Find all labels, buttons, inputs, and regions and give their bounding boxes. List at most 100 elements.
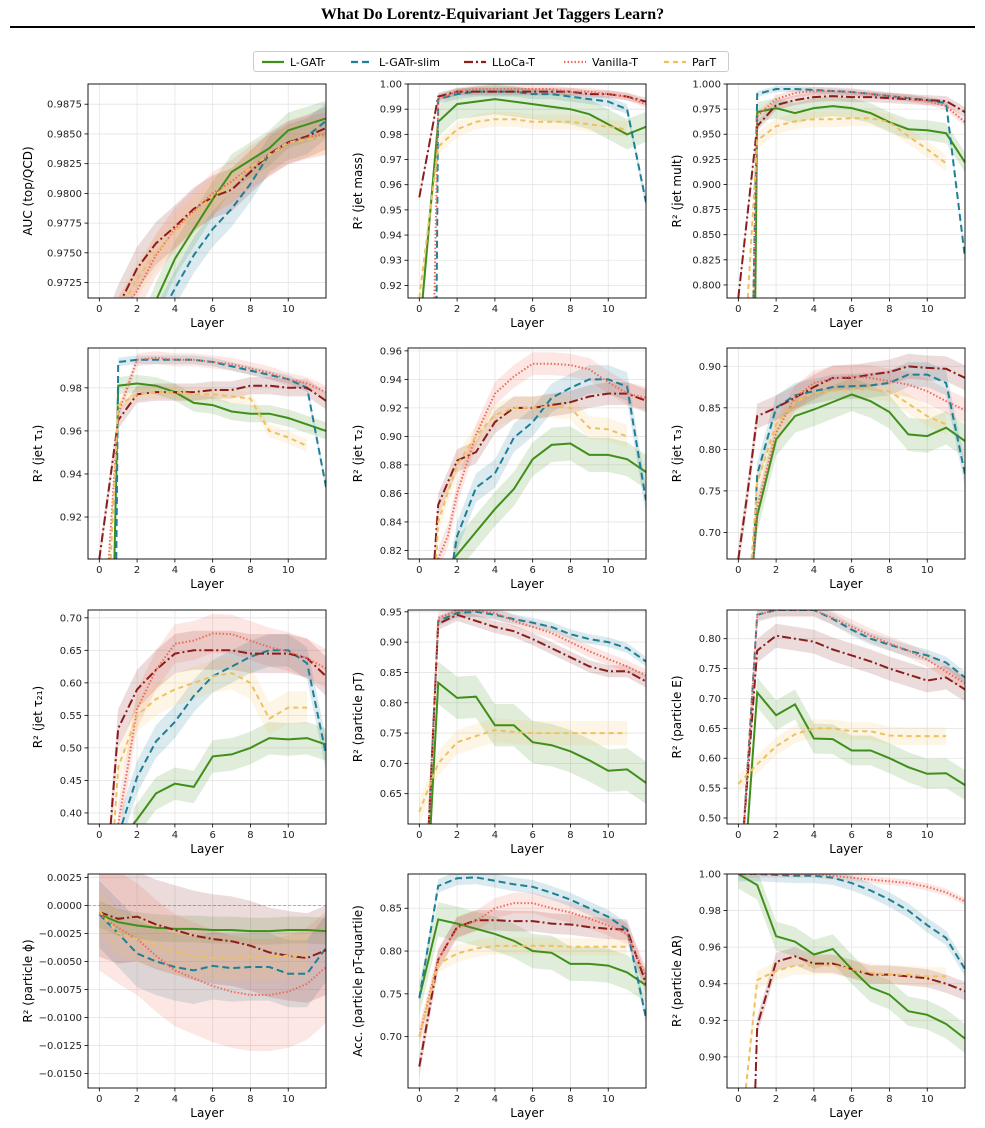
series-band: [99, 888, 308, 981]
y-tick-label: 0.92: [699, 1016, 721, 1027]
series-line: [433, 392, 646, 559]
plot-area: [109, 613, 326, 824]
plot-frame: [87, 873, 327, 1089]
x-tick-label: 6: [848, 565, 854, 576]
plot-area: [737, 353, 965, 559]
x-tick-label: 10: [282, 830, 295, 841]
x-tick-label: 2: [454, 304, 460, 315]
x-tick-label: 4: [811, 1094, 817, 1105]
series-line: [132, 737, 326, 824]
series-line: [433, 88, 646, 298]
y-axis-label: R² (particle ΔR): [670, 935, 684, 1027]
y-tick-label: 1.00: [699, 870, 721, 881]
y-axis-label: R² (jet τ₂₁): [31, 686, 45, 748]
series-band: [753, 87, 965, 298]
legend-label: L-GATr-slim: [379, 56, 440, 69]
series-band: [99, 880, 326, 1008]
plot-area: [737, 86, 965, 298]
plot-frame: [407, 347, 647, 560]
y-tick-label: −0.0050: [39, 957, 82, 968]
y-tick-label: 0.94: [380, 375, 402, 386]
series-line: [418, 919, 646, 1067]
plot-area: [433, 352, 646, 559]
y-tick-label: 0.70: [699, 528, 721, 539]
y-tick-label: 0.70: [380, 1032, 402, 1043]
plot-frame: [407, 83, 647, 299]
y-tick-label: 0.98: [380, 130, 402, 141]
plot-area: [112, 100, 326, 298]
x-tick-label: 2: [773, 565, 779, 576]
y-tick-label: −0.0025: [39, 929, 82, 940]
series-line: [418, 918, 646, 999]
series-line: [117, 632, 326, 824]
x-tick-label: 8: [247, 304, 253, 315]
x-tick-label: 6: [848, 1094, 854, 1105]
series-band: [438, 352, 646, 559]
x-tick-label: 10: [282, 565, 295, 576]
x-axis-label: Layer: [510, 316, 544, 330]
series-band: [436, 86, 646, 298]
x-tick-label: 8: [886, 304, 892, 315]
plot-frame: [87, 83, 327, 299]
x-tick-label: 4: [811, 830, 817, 841]
x-tick-label: 6: [529, 830, 535, 841]
grid: [408, 874, 646, 1088]
x-axis-label: Layer: [510, 577, 544, 591]
plot-area: [418, 84, 646, 298]
x-axis-label: Layer: [510, 1106, 544, 1120]
y-tick-label: 0.975: [692, 105, 721, 116]
y-tick-label: 0.90: [380, 432, 402, 443]
series-band: [744, 623, 965, 824]
plot-frame: [407, 609, 647, 825]
x-tick-label: 0: [735, 830, 741, 841]
x-tick-label: 2: [773, 1094, 779, 1105]
x-tick-label: 4: [492, 304, 498, 315]
y-tick-label: 1.000: [692, 80, 721, 91]
x-axis-label: Layer: [190, 842, 224, 856]
series-line: [750, 388, 947, 559]
series-line: [168, 120, 326, 298]
x-tick-label: 2: [454, 1094, 460, 1105]
series-line: [427, 613, 646, 824]
series-line: [98, 910, 308, 959]
series-line: [743, 610, 965, 824]
y-axis-label: R² (jet τ₃): [670, 425, 684, 483]
x-tick-label: 2: [134, 830, 140, 841]
legend-item: ParT: [664, 56, 716, 69]
series-line: [738, 874, 965, 903]
y-tick-label: 0.65: [60, 646, 82, 657]
series-line: [746, 689, 965, 824]
plot-frame: [726, 347, 966, 560]
series-line: [429, 680, 646, 824]
y-tick-label: 0.99: [380, 105, 402, 116]
x-tick-label: 8: [247, 830, 253, 841]
x-tick-label: 0: [416, 304, 422, 315]
y-tick-label: 0.98: [699, 906, 721, 917]
x-axis-label: Layer: [829, 316, 863, 330]
x-tick-label: 8: [247, 565, 253, 576]
y-tick-label: 0.85: [699, 403, 721, 414]
x-tick-label: 0: [735, 304, 741, 315]
y-tick-label: 0.9850: [47, 129, 82, 140]
x-tick-label: 8: [567, 565, 573, 576]
y-axis-label: R² (jet τ₂): [351, 425, 365, 483]
header-rule: [10, 26, 975, 28]
series-line: [737, 727, 947, 785]
x-tick-label: 6: [209, 1094, 215, 1105]
x-tick-label: 4: [492, 1094, 498, 1105]
x-tick-label: 6: [209, 565, 215, 576]
legend-item: Vanilla-T: [564, 56, 638, 69]
y-tick-label: 0.925: [692, 155, 721, 166]
x-tick-label: 8: [886, 565, 892, 576]
y-tick-label: −0.0150: [39, 1069, 82, 1080]
x-tick-label: 6: [209, 830, 215, 841]
series-line: [418, 118, 628, 298]
x-tick-label: 4: [172, 830, 178, 841]
y-tick-label: 0.55: [60, 711, 82, 722]
